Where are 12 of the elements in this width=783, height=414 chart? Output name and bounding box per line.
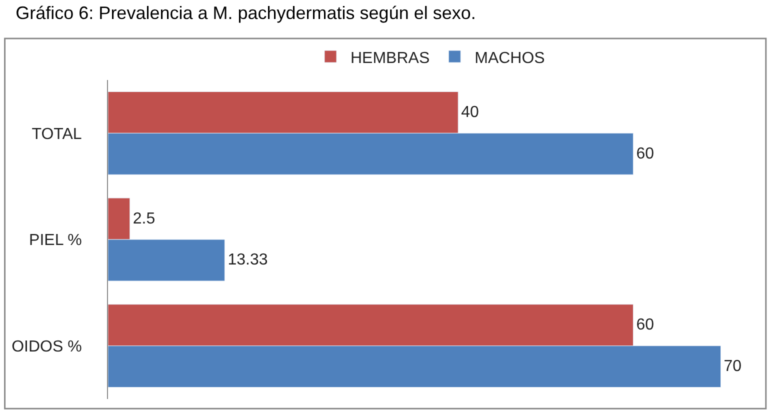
data-label: 60: [636, 145, 654, 162]
legend-label: MACHOS: [474, 50, 545, 67]
data-label: 2.5: [132, 210, 156, 228]
legend-label: HEMBRAS: [350, 50, 430, 67]
data-label: 70: [724, 358, 742, 376]
y-tick-label: OIDOS %: [12, 338, 82, 356]
chart-title: Gráfico 6: Prevalencia a M. pachydermatis según el sexo.: [16, 2, 476, 23]
y-tick-label: TOTAL: [32, 126, 82, 143]
data-label: 13.33: [228, 252, 268, 269]
data-label: 60: [636, 316, 654, 334]
data-label: 40: [461, 104, 480, 121]
y-tick-label: PIEL %: [29, 232, 82, 250]
